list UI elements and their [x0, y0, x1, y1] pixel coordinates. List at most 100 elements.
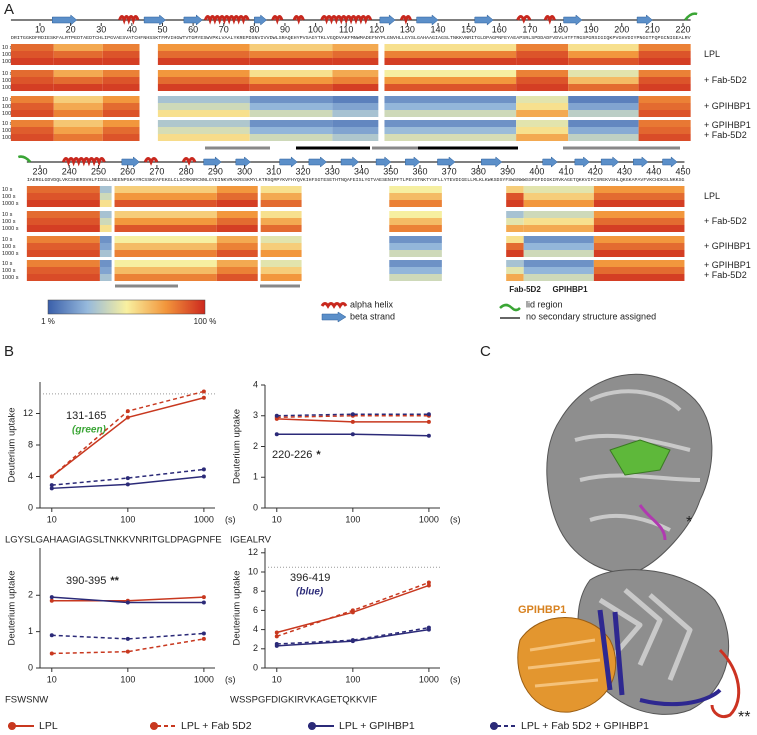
residue-tick-label: 390 [500, 166, 515, 176]
residue-tick-label: 90 [280, 24, 290, 34]
heat-cell [260, 274, 302, 281]
y-tick-label: 0 [253, 662, 258, 672]
heat-cell [114, 243, 217, 250]
x-unit: (s) [225, 514, 236, 524]
series-point [274, 432, 279, 437]
heat-cell [260, 225, 302, 232]
x-tick-label: 100 [120, 514, 135, 524]
series-point [49, 598, 54, 603]
residue-tick-label: 70 [219, 24, 229, 34]
heat-cell [157, 51, 250, 58]
heat-cell [157, 77, 250, 84]
series-point [49, 595, 54, 600]
heat-cell [389, 250, 442, 257]
time-label: 10 s [2, 237, 13, 243]
y-tick-label: 12 [248, 547, 258, 557]
heat-cell [506, 211, 524, 218]
structure-label: ** [738, 709, 750, 726]
heat-cell [114, 274, 217, 281]
heat-cell [568, 44, 639, 51]
heat-cell [114, 211, 217, 218]
structure-label: * [686, 514, 692, 531]
heat-cell [26, 186, 100, 193]
series-point [426, 625, 431, 630]
heat-cell [260, 260, 302, 267]
heat-cell [523, 211, 594, 218]
residue-tick-label: 250 [91, 166, 106, 176]
y-tick-label: 4 [253, 624, 258, 634]
heat-cell [102, 44, 140, 51]
heat-cell [10, 103, 54, 110]
x-tick-label: 100 [345, 514, 360, 524]
heat-cell [506, 243, 524, 250]
heat-cell [26, 267, 100, 274]
series-point [350, 412, 355, 417]
time-label: 10 s [2, 212, 13, 218]
strand [633, 156, 649, 168]
strand [308, 156, 327, 168]
heat-cell [260, 243, 302, 250]
state-label: + GPIHBP1 [704, 101, 751, 111]
heat-cell [593, 243, 685, 250]
time-label: 1000 s [2, 275, 19, 281]
heat-cell [26, 218, 100, 225]
heat-cell [157, 70, 250, 77]
heat-cell [260, 218, 302, 225]
series-point [201, 636, 206, 641]
heat-cell [593, 211, 685, 218]
strand [416, 14, 439, 26]
series-point [201, 467, 206, 472]
heat-cell [384, 58, 517, 65]
heat-cell [114, 186, 217, 193]
heat-cell [593, 225, 685, 232]
heat-cell [216, 186, 258, 193]
heat-cell [216, 267, 258, 274]
heat-cell [114, 218, 217, 225]
residue-tick-label: 410 [559, 166, 574, 176]
time-label: 100 s [2, 194, 16, 200]
heat-cell [593, 274, 685, 281]
series-point [201, 395, 206, 400]
sequence: IAERGLGDVDQLVKCSHERSVHLFIDSLLNEENPSKAYRC… [27, 179, 685, 183]
heat-cell [389, 260, 442, 267]
heat-cell [53, 84, 103, 91]
x-tick-label: 10 [272, 674, 282, 684]
heat-cell [638, 84, 691, 91]
y-tick-label: 0 [28, 502, 33, 512]
heat-cell [523, 218, 594, 225]
series-point [350, 432, 355, 437]
heat-cell [568, 58, 639, 65]
x-tick-label: 1000 [419, 514, 439, 524]
residue-tick-label: 160 [492, 24, 507, 34]
heat-cell [389, 186, 442, 193]
heat-cell [384, 134, 517, 141]
y-tick-label: 0 [28, 662, 33, 672]
heat-cell [332, 103, 379, 110]
heat-cell [102, 134, 140, 141]
series-line [276, 415, 429, 419]
legend-text: alpha helix [350, 299, 394, 309]
heat-cell [216, 260, 258, 267]
residue-tick-label: 370 [442, 166, 457, 176]
heat-cell [260, 186, 302, 193]
heat-cell [523, 236, 594, 243]
x-unit: (s) [450, 514, 461, 524]
legend-text: LPL [39, 720, 58, 732]
heat-cell [102, 58, 140, 65]
series-point [426, 583, 431, 588]
heat-cell [593, 186, 685, 193]
x-unit: (s) [225, 674, 236, 684]
heat-cell [114, 193, 217, 200]
heat-cell [10, 110, 54, 117]
heat-cell [157, 96, 250, 103]
heat-cell [568, 77, 639, 84]
heat-cell [249, 44, 333, 51]
heat-cell [249, 120, 333, 127]
helix [516, 15, 532, 24]
x-tick-label: 1000 [194, 514, 214, 524]
heat-cell [389, 211, 442, 218]
legend-text: lid region [526, 299, 563, 309]
x-axis-label: FSWSNW [5, 695, 48, 706]
heat-cell [389, 236, 442, 243]
residue-tick-label: 210 [645, 24, 660, 34]
